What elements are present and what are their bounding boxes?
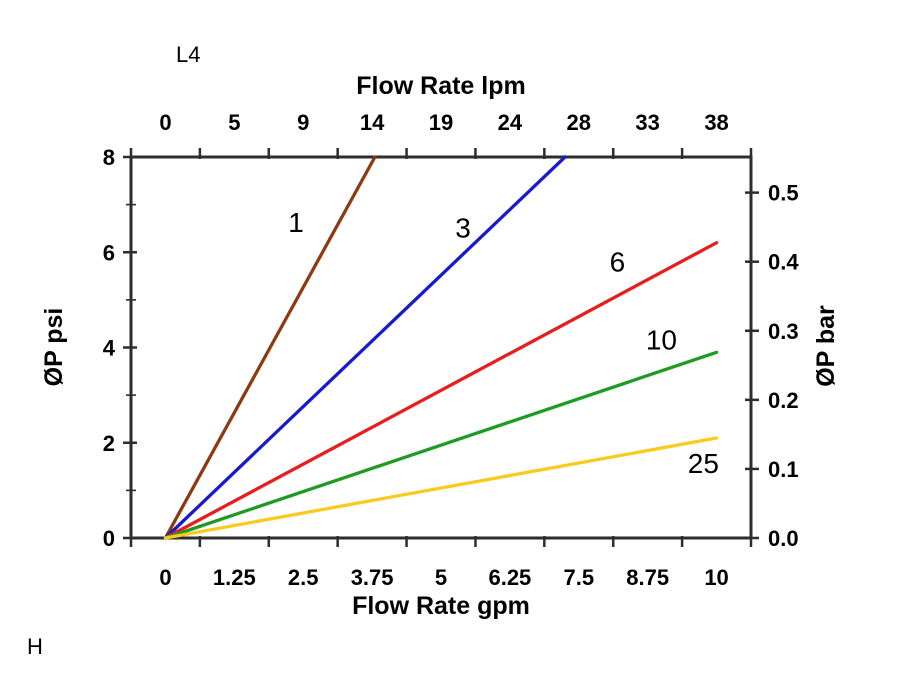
- x-axis-top-tick-label: 28: [567, 110, 591, 135]
- x-axis-bottom-title: Flow Rate gpm: [352, 592, 530, 620]
- y-axis-left-tick-label: 4: [103, 336, 116, 361]
- x-axis-bottom-tick-label: 6.25: [488, 565, 531, 590]
- x-axis-bottom-tick-label: 7.5: [563, 565, 594, 590]
- x-axis-bottom-tick-label: 2.5: [288, 565, 319, 590]
- series-line-1: [163, 155, 377, 540]
- x-axis-bottom-tick-label: 0: [159, 565, 171, 590]
- series-line-3: [163, 155, 567, 540]
- y-axis-left-tick-label: 6: [103, 240, 115, 265]
- x-axis-top-tick-label: 14: [360, 110, 385, 135]
- y-axis-right-tick-label: 0.5: [768, 181, 799, 206]
- x-axis-top-tick-label: 5: [228, 110, 240, 135]
- x-axis-top-tick-label: 19: [429, 110, 453, 135]
- series-line-6: [163, 241, 719, 540]
- x-axis-bottom-tick-label: 3.75: [351, 565, 394, 590]
- x-axis-top-title: Flow Rate lpm: [356, 72, 525, 100]
- x-axis-top-tick-label: 33: [635, 110, 659, 135]
- top-left-code-label: L4: [176, 42, 201, 67]
- y-axis-right-tick-label: 0.0: [768, 526, 799, 551]
- x-axis-top-tick-label: 24: [498, 110, 523, 135]
- y-axis-right-tick-label: 0.3: [768, 319, 799, 344]
- x-axis-top-tick-label: 38: [704, 110, 728, 135]
- y-axis-left-tick-label: 8: [103, 145, 115, 170]
- y-axis-right-tick-label: 0.1: [768, 457, 799, 482]
- bottom-left-code-label: H: [27, 634, 43, 659]
- x-axis-bottom-tick-label: 10: [704, 565, 728, 590]
- series-label-10: 10: [646, 324, 677, 355]
- series-label-1: 1: [288, 207, 304, 238]
- series-label-6: 6: [610, 247, 626, 278]
- series-label-3: 3: [455, 212, 471, 243]
- y-axis-right-tick-label: 0.4: [768, 250, 799, 275]
- plot-border: [129, 155, 753, 540]
- series-line-25: [163, 436, 719, 540]
- y-axis-right-title: ØP bar: [812, 305, 840, 387]
- x-axis-bottom-tick-label: 8.75: [626, 565, 669, 590]
- series-label-25: 25: [688, 448, 719, 479]
- y-axis-right-tick-label: 0.2: [768, 388, 799, 413]
- x-axis-top-tick-label: 9: [297, 110, 309, 135]
- x-axis-top-tick-label: 0: [159, 110, 171, 135]
- x-axis-bottom-tick-label: 5: [435, 565, 447, 590]
- series-line-10: [163, 350, 719, 540]
- y-axis-left-tick-label: 2: [103, 431, 115, 456]
- y-axis-left-tick-label: 0: [103, 526, 115, 551]
- y-axis-left-title: ØP psi: [40, 308, 68, 387]
- x-axis-bottom-tick-label: 1.25: [213, 565, 256, 590]
